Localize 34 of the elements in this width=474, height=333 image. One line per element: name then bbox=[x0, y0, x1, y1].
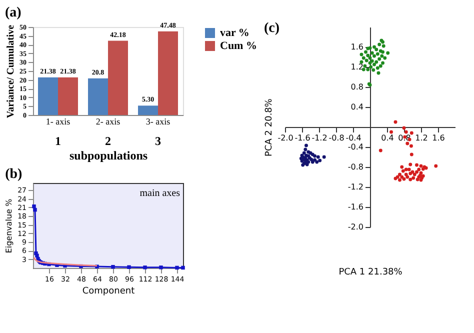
y-tick-label: -0.4 bbox=[348, 142, 364, 152]
legend-label: var % bbox=[220, 27, 250, 39]
chart-title: (c) bbox=[264, 21, 280, 36]
annotation: main axes bbox=[140, 188, 180, 199]
x-tick-label: -1.6 bbox=[294, 134, 310, 142]
y-tick-label: -0.8 bbox=[348, 162, 364, 172]
chart-title: (a) bbox=[5, 5, 22, 20]
x-tick-label: -0.8 bbox=[328, 134, 344, 142]
y-tick-label: -2.0 bbox=[348, 222, 364, 232]
y-tick-label: 1.6 bbox=[350, 42, 364, 52]
y-axis-title: Variance/ Cumulative bbox=[6, 24, 16, 118]
x-tick-label: 1- axis bbox=[46, 116, 71, 126]
y-tick-label: 0.4 bbox=[350, 102, 364, 112]
y-tick-label: -1.6 bbox=[348, 202, 364, 212]
x-tick-label: 0.4 bbox=[381, 134, 394, 142]
x-axis-title: PCA 1 21.38% bbox=[338, 268, 403, 278]
x-tick-label: 2- axis bbox=[96, 116, 121, 126]
x-axis-title: subpopulations bbox=[69, 148, 148, 162]
x-tick-label: 1.6 bbox=[432, 134, 445, 142]
text: 1 bbox=[55, 134, 61, 148]
x-axis-title: Component bbox=[82, 286, 136, 296]
chart-title: (b) bbox=[5, 167, 23, 182]
y-tick-label: 1.2 bbox=[350, 62, 364, 72]
y-tick-label: -1.2 bbox=[348, 182, 364, 192]
x-tick-label: -1.2 bbox=[312, 134, 328, 142]
text: 3 bbox=[155, 134, 161, 148]
text: 2 bbox=[105, 134, 111, 148]
x-tick-label: -2.0 bbox=[278, 134, 294, 142]
y-axis-title: Eigenvalue % bbox=[4, 198, 14, 254]
x-tick-label: 3- axis bbox=[146, 116, 171, 126]
y-tick-label: 0.8 bbox=[350, 82, 364, 92]
x-tick-label: 1.2 bbox=[415, 134, 428, 142]
legend-label: Cum % bbox=[220, 40, 257, 52]
y-axis-title: PCA 2 20.8% bbox=[264, 98, 274, 156]
